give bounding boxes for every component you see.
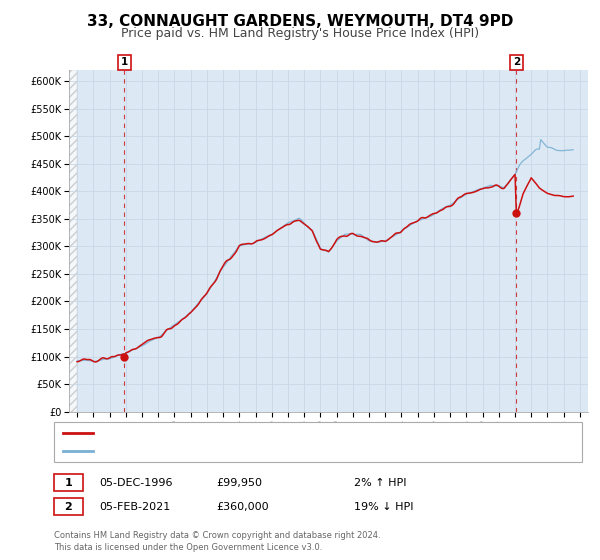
Text: 1: 1 — [121, 57, 128, 67]
Text: 05-DEC-1996: 05-DEC-1996 — [99, 478, 173, 488]
Text: 33, CONNAUGHT GARDENS, WEYMOUTH, DT4 9PD (detached house): 33, CONNAUGHT GARDENS, WEYMOUTH, DT4 9PD… — [99, 428, 442, 438]
Text: 1: 1 — [65, 478, 72, 488]
Text: HPI: Average price, detached house, Dorset: HPI: Average price, detached house, Dors… — [99, 446, 317, 456]
Text: 05-FEB-2021: 05-FEB-2021 — [99, 502, 170, 512]
Text: Price paid vs. HM Land Registry's House Price Index (HPI): Price paid vs. HM Land Registry's House … — [121, 27, 479, 40]
Text: 33, CONNAUGHT GARDENS, WEYMOUTH, DT4 9PD: 33, CONNAUGHT GARDENS, WEYMOUTH, DT4 9PD — [87, 14, 513, 29]
Text: 19% ↓ HPI: 19% ↓ HPI — [354, 502, 413, 512]
Text: £360,000: £360,000 — [216, 502, 269, 512]
Text: This data is licensed under the Open Government Licence v3.0.: This data is licensed under the Open Gov… — [54, 543, 322, 552]
Text: £99,950: £99,950 — [216, 478, 262, 488]
Text: 2: 2 — [513, 57, 520, 67]
Text: 2: 2 — [65, 502, 72, 512]
Text: 2% ↑ HPI: 2% ↑ HPI — [354, 478, 407, 488]
Text: Contains HM Land Registry data © Crown copyright and database right 2024.: Contains HM Land Registry data © Crown c… — [54, 531, 380, 540]
